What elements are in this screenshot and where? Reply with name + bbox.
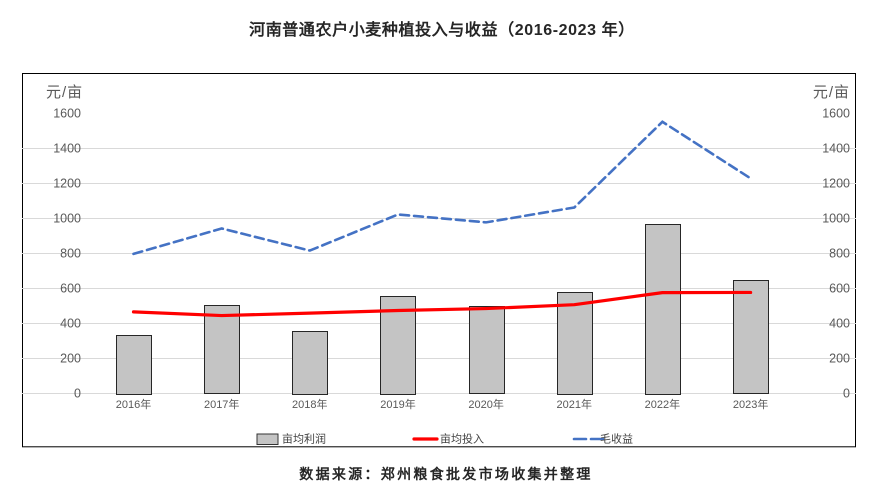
svg-text:400: 400 (829, 317, 850, 331)
svg-text:2019年: 2019年 (380, 397, 415, 411)
svg-text:1000: 1000 (53, 212, 81, 226)
svg-text:1600: 1600 (822, 107, 850, 121)
svg-text:200: 200 (829, 352, 850, 366)
svg-text:2020年: 2020年 (468, 397, 503, 411)
svg-text:毛收益: 毛收益 (600, 432, 633, 446)
svg-text:600: 600 (60, 282, 81, 296)
svg-text:0: 0 (74, 387, 81, 401)
svg-text:800: 800 (60, 247, 81, 261)
svg-text:2016年: 2016年 (116, 397, 151, 411)
svg-text:1600: 1600 (53, 107, 81, 121)
svg-text:2023年: 2023年 (733, 397, 768, 411)
svg-text:1200: 1200 (53, 177, 81, 191)
svg-text:亩均利润: 亩均利润 (282, 432, 326, 446)
svg-text:1400: 1400 (53, 142, 81, 156)
svg-text:1200: 1200 (822, 177, 850, 191)
svg-text:亩均投入: 亩均投入 (440, 432, 484, 446)
svg-text:1000: 1000 (822, 212, 850, 226)
svg-text:2021年: 2021年 (557, 397, 592, 411)
svg-text:元/亩: 元/亩 (813, 83, 850, 101)
svg-text:元/亩: 元/亩 (46, 83, 83, 101)
svg-text:200: 200 (60, 352, 81, 366)
svg-text:0: 0 (843, 387, 850, 401)
svg-text:2022年: 2022年 (645, 397, 680, 411)
svg-text:1400: 1400 (822, 142, 850, 156)
svg-text:2017年: 2017年 (204, 397, 239, 411)
svg-text:600: 600 (829, 282, 850, 296)
svg-text:800: 800 (829, 247, 850, 261)
svg-text:400: 400 (60, 317, 81, 331)
svg-text:2018年: 2018年 (292, 397, 327, 411)
